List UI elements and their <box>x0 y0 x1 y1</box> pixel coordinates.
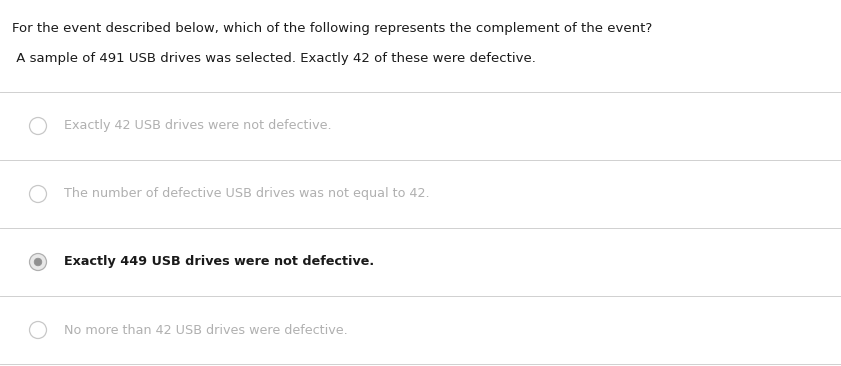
Text: The number of defective USB drives was not equal to 42.: The number of defective USB drives was n… <box>65 187 430 201</box>
Text: No more than 42 USB drives were defective.: No more than 42 USB drives were defectiv… <box>65 324 348 336</box>
Text: Exactly 449 USB drives were not defective.: Exactly 449 USB drives were not defectiv… <box>65 255 374 269</box>
Circle shape <box>29 186 46 202</box>
Text: A sample of 491 USB drives was selected. Exactly 42 of these were defective.: A sample of 491 USB drives was selected.… <box>12 52 536 65</box>
Text: Exactly 42 USB drives were not defective.: Exactly 42 USB drives were not defective… <box>65 120 332 132</box>
Circle shape <box>29 321 46 339</box>
Text: For the event described below, which of the following represents the complement : For the event described below, which of … <box>12 22 653 35</box>
Circle shape <box>29 117 46 134</box>
Circle shape <box>34 258 42 266</box>
Circle shape <box>29 254 46 270</box>
